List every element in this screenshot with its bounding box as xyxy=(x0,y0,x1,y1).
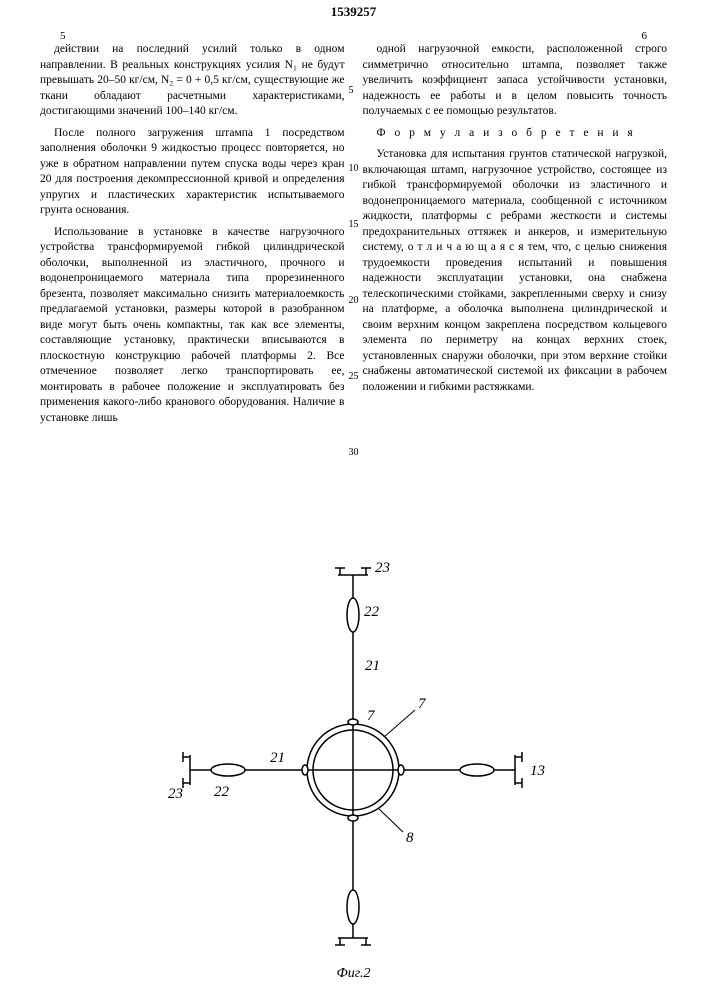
line-num-5: 5 xyxy=(349,84,354,98)
left-p1: действии на последний усилий только в од… xyxy=(40,42,345,120)
turnbuckle-right xyxy=(460,764,494,776)
page: 1539257 5 6 действии на последний усилий… xyxy=(0,0,707,1000)
callout-22b: 22 xyxy=(364,604,380,620)
callout-21a: 21 xyxy=(270,750,285,766)
figure-2: 7 7 8 13 21 21 22 22 23 23 Фиг.2 xyxy=(0,520,707,1000)
callout-7b: 7 xyxy=(418,696,427,712)
page-num-right: 6 xyxy=(642,30,648,42)
page-num-left: 5 xyxy=(60,30,66,42)
right-p1: одной нагрузочной емкости, расположенной… xyxy=(363,42,668,120)
turnbuckle-bottom xyxy=(347,890,359,924)
right-p2: Установка для испытания грунтов статичес… xyxy=(363,147,668,395)
document-number: 1539257 xyxy=(0,0,707,22)
callout-7a: 7 xyxy=(367,708,376,724)
figure-label: Фиг.2 xyxy=(0,966,707,982)
callout-23a: 23 xyxy=(168,786,183,802)
line-num-15: 15 xyxy=(349,218,359,232)
turnbuckle-left xyxy=(211,764,245,776)
line-num-25: 25 xyxy=(349,370,359,384)
line-num-10: 10 xyxy=(349,162,359,176)
line-num-20: 20 xyxy=(349,294,359,308)
turnbuckle-top xyxy=(347,598,359,632)
callout-8: 8 xyxy=(406,830,414,846)
line-num-30: 30 xyxy=(349,446,359,460)
text-columns: действии на последний усилий только в од… xyxy=(0,42,707,432)
callout-21b: 21 xyxy=(365,658,380,674)
left-p2: После полного загружения штампа 1 посред… xyxy=(40,126,345,219)
callout-22a: 22 xyxy=(214,784,230,800)
left-p3: Использование в установке в качестве наг… xyxy=(40,225,345,427)
callout-23b: 23 xyxy=(375,560,390,576)
formula-title: Ф о р м у л а и з о б р е т е н и я xyxy=(363,126,668,142)
left-column: действии на последний усилий только в од… xyxy=(40,42,345,432)
callout-13: 13 xyxy=(530,763,545,779)
page-header-row: 5 6 xyxy=(0,22,707,42)
right-column: 5 10 15 20 25 30 одной нагрузочной емкос… xyxy=(363,42,668,432)
figure-svg: 7 7 8 13 21 21 22 22 23 23 xyxy=(120,520,587,960)
